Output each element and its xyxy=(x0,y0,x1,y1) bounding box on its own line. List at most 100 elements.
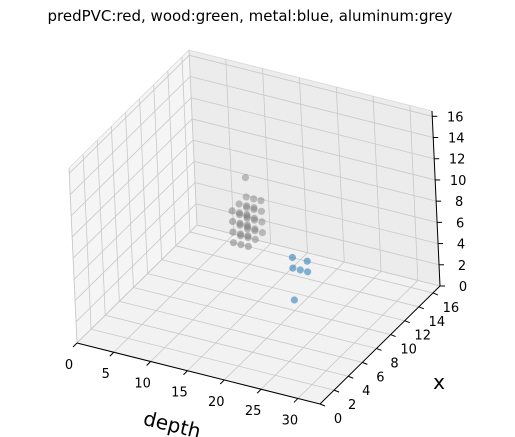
gridline-z-left xyxy=(76,224,198,344)
x-tick-label: 0 xyxy=(334,412,342,427)
depth-tick xyxy=(109,351,115,357)
gridline-depth-back xyxy=(335,86,345,262)
x-tick xyxy=(418,306,425,310)
x-tick xyxy=(348,375,354,379)
metal-point xyxy=(290,296,298,304)
aluminum-point xyxy=(250,214,258,222)
depth-tick-label: 10 xyxy=(134,376,151,391)
gridline-z-left xyxy=(73,161,195,280)
gridline-z-left xyxy=(68,55,190,174)
depth-tick-label: 5 xyxy=(102,367,110,382)
gridline-z-back xyxy=(193,160,438,223)
x-tick xyxy=(376,348,382,351)
metal-point xyxy=(289,264,297,272)
gridline-z-back xyxy=(193,139,437,202)
aluminum-point xyxy=(258,229,266,237)
gridline-depth-back xyxy=(372,96,382,272)
aluminum-point xyxy=(251,225,259,233)
depth-tick xyxy=(293,398,299,403)
aluminum-point xyxy=(243,211,251,219)
aluminum-point xyxy=(251,235,259,244)
chart-axes xyxy=(76,110,441,405)
aluminum-point xyxy=(229,217,237,226)
gridline-depth-floor xyxy=(297,280,419,399)
pane-edge xyxy=(68,49,190,169)
gridline-z-left xyxy=(69,76,191,195)
gridline-depth-back xyxy=(262,68,272,244)
gridline-z-back xyxy=(189,54,433,117)
gridline-x-floor xyxy=(119,300,363,363)
aluminum-point xyxy=(258,218,266,226)
x-tick-label: 16 xyxy=(443,301,460,316)
z-tick-label: 14 xyxy=(448,132,465,147)
aluminum-point xyxy=(250,195,258,203)
gridline-depth-floor xyxy=(187,252,308,372)
gridline-x-floor xyxy=(133,287,377,349)
gridline-z-back xyxy=(191,97,435,160)
depth-tick xyxy=(256,388,262,394)
gridline-z-back xyxy=(194,182,439,244)
z-tick-label: 10 xyxy=(450,174,467,189)
chart-gridlines xyxy=(68,49,441,405)
aluminum-point xyxy=(257,207,265,215)
aluminum-point xyxy=(242,202,251,210)
aluminum-point xyxy=(235,209,243,217)
x-tick-label: 4 xyxy=(362,384,370,399)
z-axis-line xyxy=(431,110,441,287)
z-tick-label: 4 xyxy=(457,238,465,253)
z-tick-label: 0 xyxy=(459,280,467,295)
gridline-depth-back xyxy=(409,105,419,281)
x-tick xyxy=(432,292,439,296)
aluminum-point xyxy=(242,193,250,201)
gridline-x-floor xyxy=(147,273,391,335)
aluminum-point xyxy=(236,219,244,227)
depth-tick xyxy=(72,342,78,348)
metal-point xyxy=(296,266,304,274)
gridline-depth-back xyxy=(225,59,235,235)
gridline-x-left xyxy=(82,154,92,330)
gridline-x-left xyxy=(139,98,148,274)
aluminum-point xyxy=(229,239,238,247)
gridline-z-back xyxy=(190,76,434,138)
x-tick xyxy=(333,389,340,393)
depth-tick-label: 20 xyxy=(208,395,225,410)
z-tick-label: 2 xyxy=(458,259,466,274)
aluminum-point xyxy=(257,197,265,205)
x-tick-label: 14 xyxy=(429,315,446,330)
gridline-z-left xyxy=(70,97,192,217)
gridline-x-left xyxy=(68,167,78,344)
gridline-x-floor xyxy=(175,245,419,308)
gridline-depth-floor xyxy=(150,243,271,362)
z-tick-label: 6 xyxy=(456,216,464,231)
x-tick xyxy=(362,361,368,365)
x-axis-line xyxy=(319,285,441,405)
depth-tick xyxy=(183,370,188,376)
aluminum-point xyxy=(236,230,244,238)
x-tick-label: 10 xyxy=(400,343,417,358)
gridline-x-floor xyxy=(105,314,349,377)
chart-title: predPVC:red, wood:green, metal:blue, alu… xyxy=(47,7,453,25)
x-tick-label: 12 xyxy=(414,329,431,344)
gridline-x-left xyxy=(153,84,163,260)
x-tick-label: 2 xyxy=(348,398,356,413)
gridline-depth-floor xyxy=(113,233,235,353)
depth-tick-label: 15 xyxy=(171,386,188,401)
metal-point xyxy=(288,253,296,262)
aluminum-point xyxy=(235,200,243,208)
aluminum-point xyxy=(237,241,245,249)
depth-axis-line xyxy=(76,342,321,405)
aluminum-point xyxy=(244,242,252,250)
depth-tick-label: 30 xyxy=(282,413,299,428)
aluminum-point xyxy=(244,232,252,240)
metal-point xyxy=(304,268,312,276)
gridline-z-left xyxy=(74,182,196,301)
gridline-depth-floor xyxy=(223,261,345,381)
gridline-depth-floor xyxy=(260,270,382,390)
pane-edge xyxy=(188,49,433,112)
gridline-x-left xyxy=(167,70,177,246)
gridline-z-left xyxy=(71,118,193,238)
chart-points xyxy=(228,174,312,304)
z-tick-label: 16 xyxy=(447,110,464,125)
z-tick-label: 12 xyxy=(449,153,466,168)
